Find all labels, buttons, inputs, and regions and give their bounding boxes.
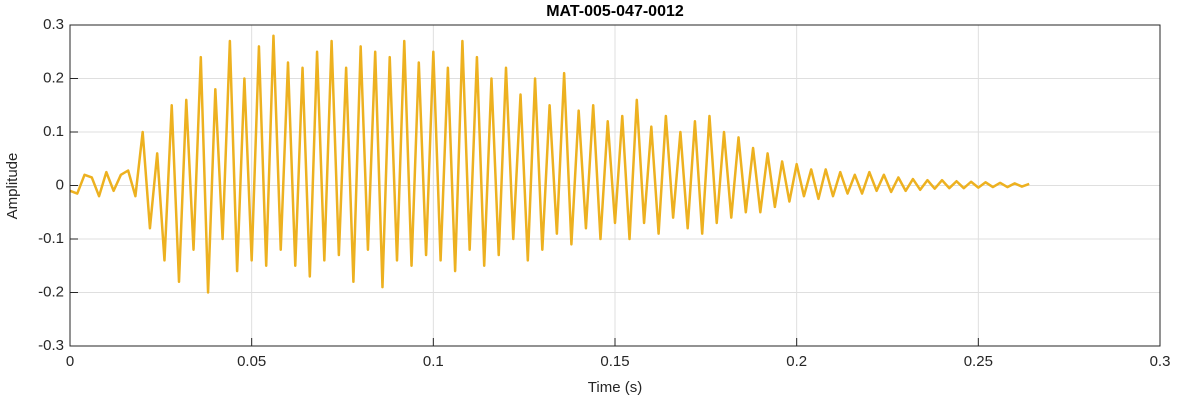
y-tick-label: 0.2 xyxy=(43,69,64,86)
y-tick-label: 0 xyxy=(56,176,64,193)
x-tick-label: 0.1 xyxy=(423,353,444,370)
x-tick-label: 0.15 xyxy=(600,353,629,370)
x-tick-label: 0.3 xyxy=(1150,353,1171,370)
x-tick-label: 0.05 xyxy=(237,353,266,370)
y-tick-label: -0.3 xyxy=(38,337,64,354)
y-tick-label: 0.1 xyxy=(43,123,64,140)
y-tick-label: -0.1 xyxy=(38,230,64,247)
y-tick-label: 0.3 xyxy=(43,16,64,33)
y-tick-label: -0.2 xyxy=(38,283,64,300)
x-axis-label: Time (s) xyxy=(588,379,642,396)
chart-title: MAT-005-047-0012 xyxy=(546,3,684,20)
waveform-line xyxy=(69,34,1030,294)
x-tick-label: 0.25 xyxy=(964,353,993,370)
axes-box xyxy=(69,24,1161,347)
x-tick-label: 0.2 xyxy=(786,353,807,370)
y-axis-label: Amplitude xyxy=(4,153,21,220)
x-tick-label: 0 xyxy=(66,353,74,370)
